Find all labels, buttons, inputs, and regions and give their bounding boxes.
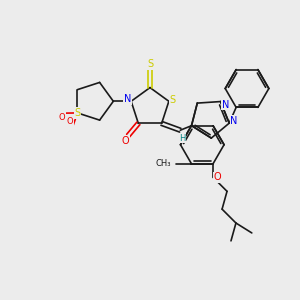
Text: O: O — [213, 172, 221, 182]
Text: O: O — [122, 136, 129, 146]
Text: O: O — [58, 112, 65, 122]
Text: CH₃: CH₃ — [155, 159, 171, 168]
Text: N: N — [230, 116, 238, 126]
Text: N: N — [222, 100, 229, 110]
Text: S: S — [170, 95, 176, 105]
Text: H: H — [179, 134, 185, 142]
Text: S: S — [147, 59, 153, 69]
Text: O: O — [67, 117, 74, 126]
Text: S: S — [74, 108, 80, 118]
Text: N: N — [124, 94, 131, 104]
